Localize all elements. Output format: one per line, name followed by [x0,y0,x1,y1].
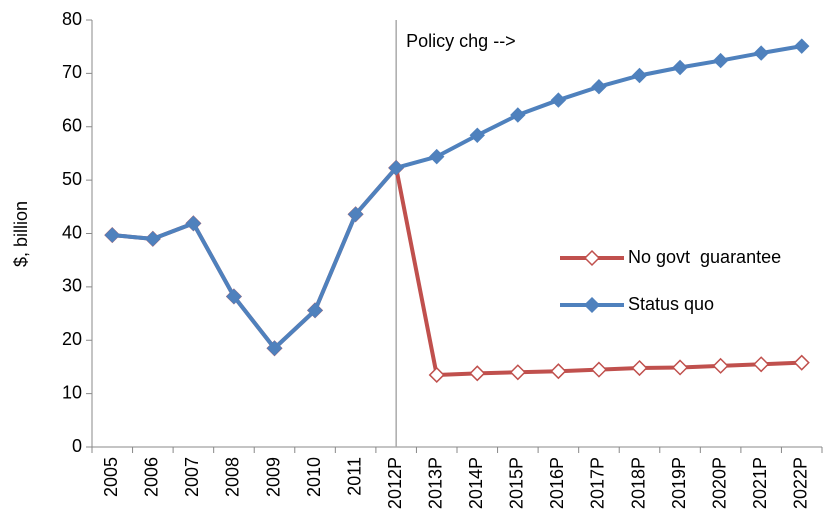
y-tick-label: 0 [72,436,82,456]
series-line [112,44,803,351]
marker [631,359,648,377]
y-tick-label: 70 [62,62,82,82]
marker [510,107,526,123]
marker [631,67,648,84]
x-tick-label: 2022P [790,457,810,509]
series-line [112,165,802,377]
marker [712,357,729,374]
x-tick-label: 2012P [385,457,405,509]
marker [794,38,810,54]
x-tick-label: 2018P [628,457,648,509]
marker [145,231,161,247]
x-tick-label: 2009 [263,457,283,497]
y-tick-label: 40 [62,222,82,242]
legend-label: Status quo [628,294,714,314]
marker [469,127,485,143]
marker [671,359,689,376]
x-tick-label: 2011 [344,457,364,496]
x-tick-label: 2021P [750,457,770,509]
x-tick-label: 2010 [304,457,324,497]
marker [550,363,567,380]
marker [307,302,323,319]
y-tick-label: 50 [62,169,82,189]
legend-label: No govt guarantee [628,247,781,267]
marker [672,59,688,76]
marker [428,366,445,384]
x-tick-label: 2005 [101,457,121,497]
marker [550,92,567,108]
legend-marker [583,296,601,314]
marker [185,215,202,232]
marker [347,206,364,222]
marker [509,364,526,381]
marker [388,160,404,176]
x-tick-label: 2020P [709,457,729,509]
marker [753,45,769,61]
marker [104,227,120,243]
x-tick-label: 2013P [425,457,445,509]
marker [266,340,283,356]
x-tick-label: 2019P [669,457,689,509]
marker [591,79,607,95]
marker [590,361,608,378]
x-tick-label: 2008 [223,457,243,497]
marker [793,354,810,371]
legend-marker [583,249,601,267]
marker [429,148,445,165]
x-tick-label: 2006 [142,457,162,497]
y-tick-label: 30 [62,276,82,296]
x-tick-label: 2016P [547,457,567,509]
marker [469,365,486,382]
marker [226,288,242,305]
y-tick-label: 80 [62,9,82,29]
y-tick-label: 20 [62,329,82,349]
marker [753,356,770,373]
y-tick-label: 60 [62,116,82,136]
marker [712,52,729,69]
y-axis-label: $, billion [11,201,31,267]
x-tick-label: 2014P [466,457,486,509]
annotation: Policy chg --> [406,31,516,51]
x-tick-label: 2007 [182,457,202,497]
x-tick-label: 2015P [507,457,527,509]
x-tick-label: 2017P [588,457,608,509]
y-tick-label: 10 [62,382,82,402]
